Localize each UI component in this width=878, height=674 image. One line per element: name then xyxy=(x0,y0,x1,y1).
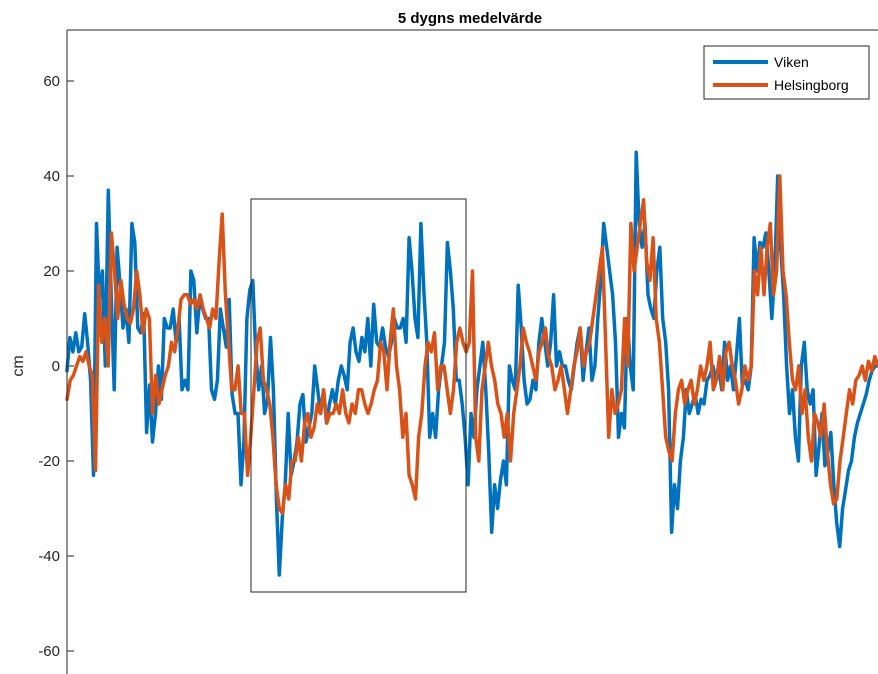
chart-title: 5 dygns medelvärde xyxy=(398,10,542,27)
y-tick-label: -60 xyxy=(38,643,60,660)
legend-label-helsingborg: Helsingborg xyxy=(774,77,849,93)
y-axis: -60 -40 -20 0 20 40 60 xyxy=(38,73,74,660)
y-tick-label: -20 xyxy=(38,453,60,470)
y-tick-label: 0 xyxy=(52,358,60,375)
legend: Viken Helsingborg xyxy=(703,45,870,100)
y-tick-label: -40 xyxy=(38,548,60,565)
legend-box xyxy=(703,45,870,100)
highlight-rectangle xyxy=(250,198,467,593)
y-tick-label: 40 xyxy=(43,168,60,185)
y-tick-label: 60 xyxy=(43,73,60,90)
series-lines xyxy=(65,150,878,577)
y-tick-label: 20 xyxy=(43,263,60,280)
y-axis-label: cm xyxy=(10,355,27,376)
series-line-helsingborg xyxy=(65,174,878,516)
legend-label-viken: Viken xyxy=(774,54,809,70)
